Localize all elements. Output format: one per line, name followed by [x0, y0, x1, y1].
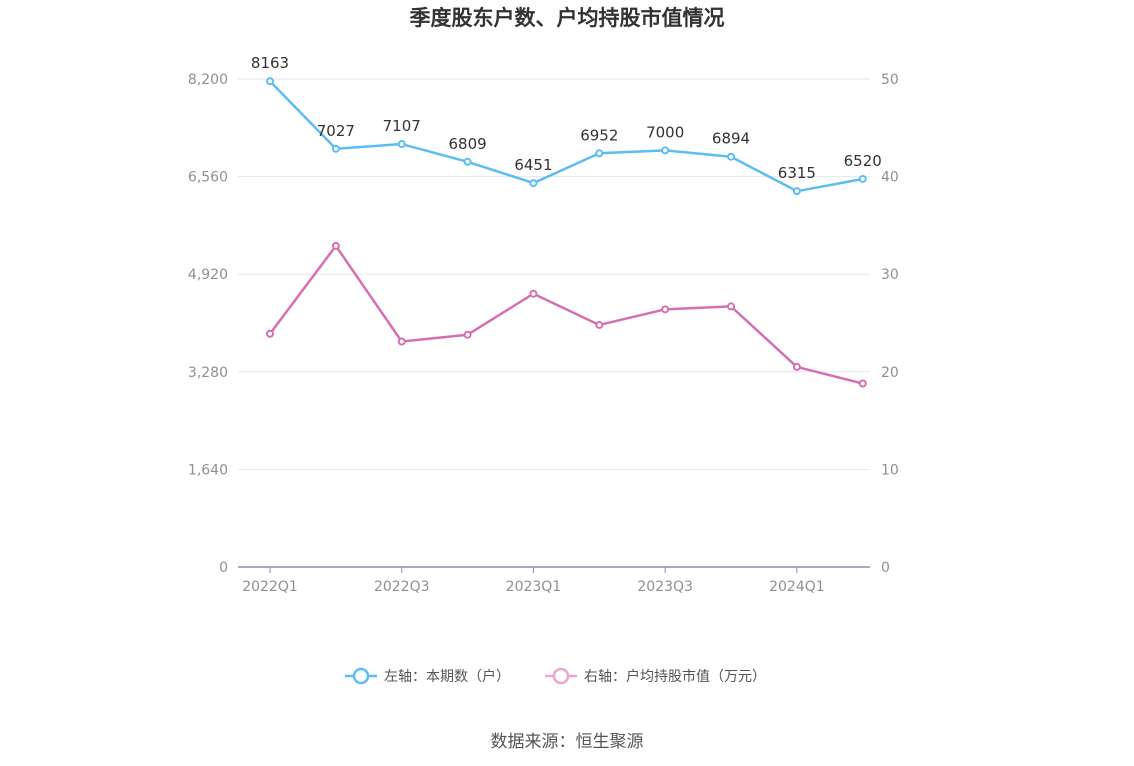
legend-label[interactable]: 右轴：户均持股市值（万元）: [584, 668, 766, 685]
chart-title: 季度股东户数、户均持股市值情况: [410, 6, 725, 30]
data-point[interactable]: [595, 320, 604, 329]
axes: 0 0 1,640 10 3,280 20 4,920 30 6,560 40 8,200 50 202…: [188, 72, 899, 595]
data-point[interactable]: [331, 241, 340, 250]
data-point[interactable]: [397, 140, 406, 149]
right-tick-label: 30: [881, 267, 899, 283]
right-tick-label: 0: [881, 560, 890, 576]
right-tick-label: 20: [881, 365, 899, 381]
series-layer: 8163 7027 7107 6809 6451 6952 7000 6894 6315 6520: [251, 54, 882, 388]
data-point[interactable]: [529, 289, 538, 298]
data-point[interactable]: [858, 379, 867, 388]
data-label: 7107: [383, 117, 421, 135]
series-line-1: [268, 244, 864, 385]
data-point[interactable]: [727, 302, 736, 311]
right-tick-label: 50: [881, 72, 899, 88]
right-tick-label: 10: [881, 462, 899, 478]
data-label: 6809: [448, 135, 486, 153]
right-tick-label: 40: [881, 170, 899, 186]
data-label: 8163: [251, 54, 289, 72]
data-point[interactable]: [266, 329, 274, 338]
data-point[interactable]: [463, 330, 472, 339]
data-label: 6520: [844, 152, 882, 170]
data-point[interactable]: [661, 305, 670, 314]
data-point[interactable]: [463, 157, 472, 166]
data-point[interactable]: [331, 144, 340, 153]
legend-marker: [352, 667, 370, 685]
source-note: 数据来源：恒生聚源: [491, 732, 644, 752]
data-point[interactable]: [397, 337, 406, 346]
data-label: 6952: [580, 126, 618, 144]
data-label: 6451: [514, 156, 552, 174]
data-point[interactable]: [792, 362, 801, 371]
series-line-0: [269, 80, 863, 193]
left-tick-label: 0: [219, 560, 228, 576]
data-point[interactable]: [529, 179, 538, 188]
left-tick-label: 4,920: [188, 267, 228, 283]
grid: [238, 78, 870, 470]
x-tick-label: 2022Q3: [374, 579, 430, 595]
data-point[interactable]: [661, 146, 670, 155]
legend: 左轴：本期数（户） 右轴：户均持股市值（万元）: [345, 667, 766, 685]
data-label: 7027: [317, 122, 355, 140]
data-point[interactable]: [858, 174, 867, 183]
left-tick-label: 6,560: [188, 170, 228, 186]
data-label: 7000: [646, 123, 684, 141]
left-tick-label: 3,280: [188, 365, 228, 381]
left-tick-label: 1,640: [188, 462, 228, 478]
x-tick-label: 2023Q1: [506, 579, 562, 595]
data-label: 6894: [712, 130, 750, 148]
legend-label[interactable]: 左轴：本期数（户）: [384, 668, 510, 685]
data-point[interactable]: [727, 152, 736, 161]
x-tick-label: 2024Q1: [769, 579, 825, 595]
legend-marker: [552, 667, 570, 685]
data-point[interactable]: [266, 77, 274, 86]
data-point[interactable]: [595, 149, 604, 158]
x-tick-label: 2022Q1: [242, 579, 298, 595]
left-tick-label: 8,200: [188, 72, 228, 88]
data-point[interactable]: [792, 187, 801, 196]
x-tick-label: 2023Q3: [637, 579, 693, 595]
data-label: 6315: [778, 164, 816, 182]
